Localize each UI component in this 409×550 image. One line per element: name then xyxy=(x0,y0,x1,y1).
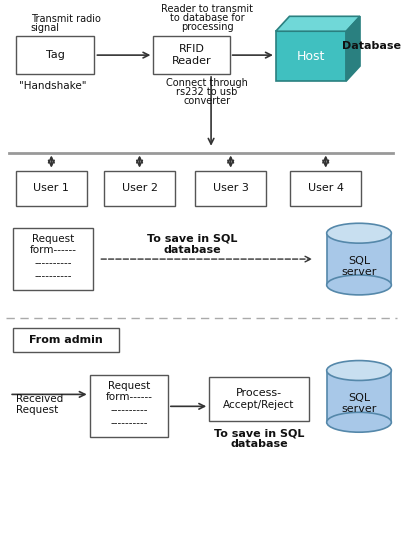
Text: form------: form------ xyxy=(105,392,152,403)
Bar xyxy=(290,170,361,206)
Text: Process-: Process- xyxy=(236,388,282,398)
Ellipse shape xyxy=(327,412,391,432)
Text: SQL: SQL xyxy=(348,393,370,403)
Text: User 2: User 2 xyxy=(121,184,157,194)
Text: rs232 to usb: rs232 to usb xyxy=(176,87,238,97)
Bar xyxy=(90,376,168,437)
Bar xyxy=(13,328,119,351)
Text: Reader: Reader xyxy=(172,56,211,66)
Bar xyxy=(16,170,87,206)
Text: Connect through: Connect through xyxy=(166,78,248,88)
Text: Transmit radio: Transmit radio xyxy=(31,14,101,24)
Ellipse shape xyxy=(327,361,391,381)
Text: ----------: ---------- xyxy=(110,405,148,415)
Text: Host: Host xyxy=(297,50,325,63)
Polygon shape xyxy=(346,16,360,81)
Text: To save in SQL: To save in SQL xyxy=(214,428,304,438)
Text: Tag: Tag xyxy=(46,50,65,60)
Text: SQL: SQL xyxy=(348,256,370,266)
Bar xyxy=(327,371,391,422)
Polygon shape xyxy=(276,16,360,31)
Text: database: database xyxy=(230,439,288,449)
Bar xyxy=(153,36,230,74)
Text: processing: processing xyxy=(181,22,234,32)
Text: ----------: ---------- xyxy=(35,271,72,281)
Bar xyxy=(196,170,266,206)
Text: ----------: ---------- xyxy=(110,418,148,428)
Bar xyxy=(104,170,175,206)
Text: Request: Request xyxy=(108,382,150,392)
Text: database: database xyxy=(164,245,221,255)
Text: Request: Request xyxy=(16,405,58,415)
Text: server: server xyxy=(342,267,377,277)
Bar xyxy=(13,228,94,290)
Text: Reader to transmit: Reader to transmit xyxy=(161,4,253,14)
Text: signal: signal xyxy=(31,23,60,33)
Text: From admin: From admin xyxy=(29,334,103,345)
Text: User 4: User 4 xyxy=(308,184,344,194)
Text: converter: converter xyxy=(184,96,231,106)
Text: Request: Request xyxy=(32,234,74,244)
Text: Database: Database xyxy=(342,41,401,51)
Text: Received: Received xyxy=(16,394,63,404)
Text: User 1: User 1 xyxy=(34,184,69,194)
Bar xyxy=(209,377,309,421)
Text: RFID: RFID xyxy=(179,44,204,54)
Ellipse shape xyxy=(327,223,391,243)
Text: server: server xyxy=(342,404,377,414)
Text: "Handshake": "Handshake" xyxy=(19,81,87,91)
Text: User 3: User 3 xyxy=(213,184,249,194)
Bar xyxy=(16,36,94,74)
Text: form------: form------ xyxy=(30,245,77,255)
Ellipse shape xyxy=(327,275,391,295)
Bar xyxy=(327,233,391,285)
Text: Accept/Reject: Accept/Reject xyxy=(223,400,295,410)
Text: To save in SQL: To save in SQL xyxy=(147,233,238,243)
Text: to database for: to database for xyxy=(170,13,245,23)
Text: ----------: ---------- xyxy=(35,258,72,268)
Bar xyxy=(276,31,346,81)
